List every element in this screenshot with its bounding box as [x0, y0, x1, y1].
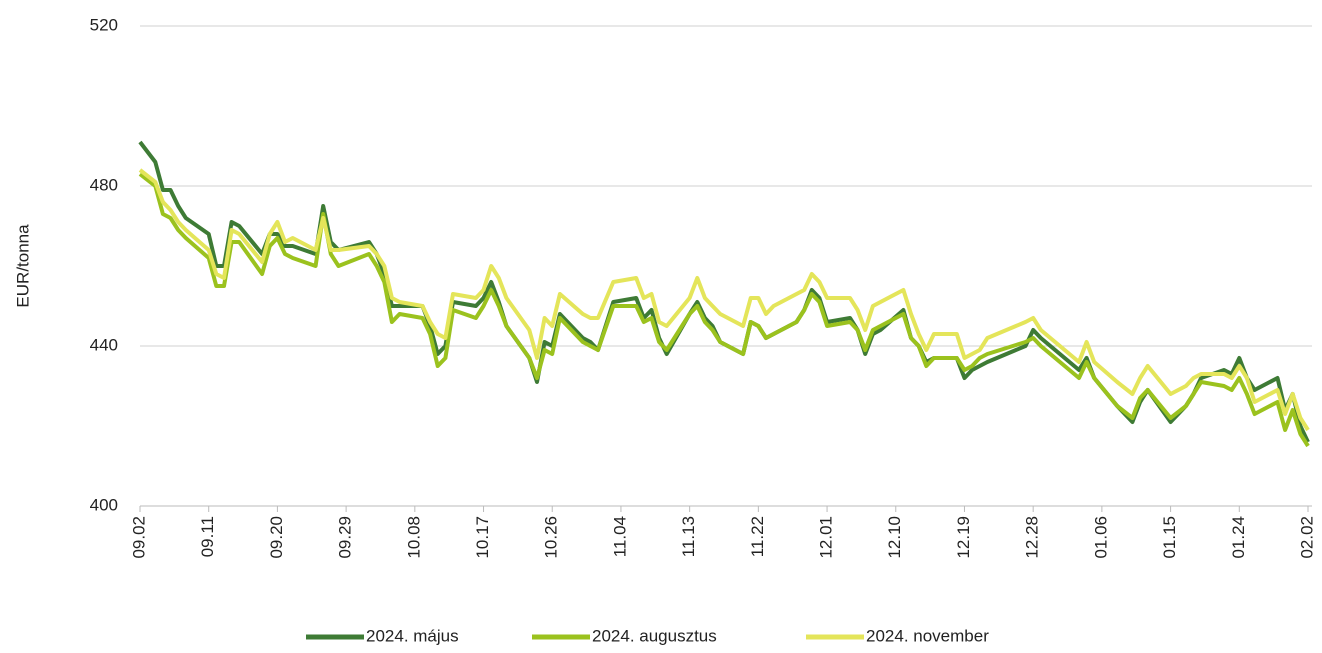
x-tick-label: 11.04	[610, 516, 629, 557]
x-tick-label: 01.24	[1229, 516, 1248, 559]
x-tick-label: 12.10	[885, 516, 904, 559]
x-tick-label: 01.15	[1160, 516, 1179, 559]
x-tick-label: 02.02	[1297, 516, 1316, 559]
legend-label: 2024. augusztus	[592, 626, 717, 645]
x-tick-label: 09.02	[129, 516, 148, 559]
x-tick-label: 01.06	[1091, 516, 1110, 559]
x-tick-label: 10.08	[404, 516, 423, 559]
x-tick-label: 09.11	[198, 516, 217, 557]
series-line	[138, 140, 1310, 443]
y-tick-label: 400	[90, 495, 118, 514]
x-tick-label: 10.17	[473, 516, 492, 559]
y-tick-label: 480	[90, 175, 118, 194]
y-tick-label: 520	[90, 15, 118, 34]
legend-label: 2024. november	[866, 626, 989, 645]
y-axis-label: EUR/tonna	[13, 224, 32, 308]
y-tick-label: 440	[90, 335, 118, 354]
legend-label: 2024. május	[366, 626, 459, 645]
x-tick-label: 12.01	[817, 516, 836, 559]
x-tick-label: 12.28	[1023, 516, 1042, 559]
series-line	[138, 172, 1310, 448]
x-tick-label: 11.13	[679, 516, 698, 557]
x-tick-label: 11.22	[748, 516, 767, 557]
x-tick-label: 09.29	[336, 516, 355, 559]
x-tick-label: 10.26	[542, 516, 561, 559]
x-tick-label: 12.19	[954, 516, 973, 559]
series-line	[138, 168, 1310, 432]
x-tick-label: 09.20	[267, 516, 286, 559]
